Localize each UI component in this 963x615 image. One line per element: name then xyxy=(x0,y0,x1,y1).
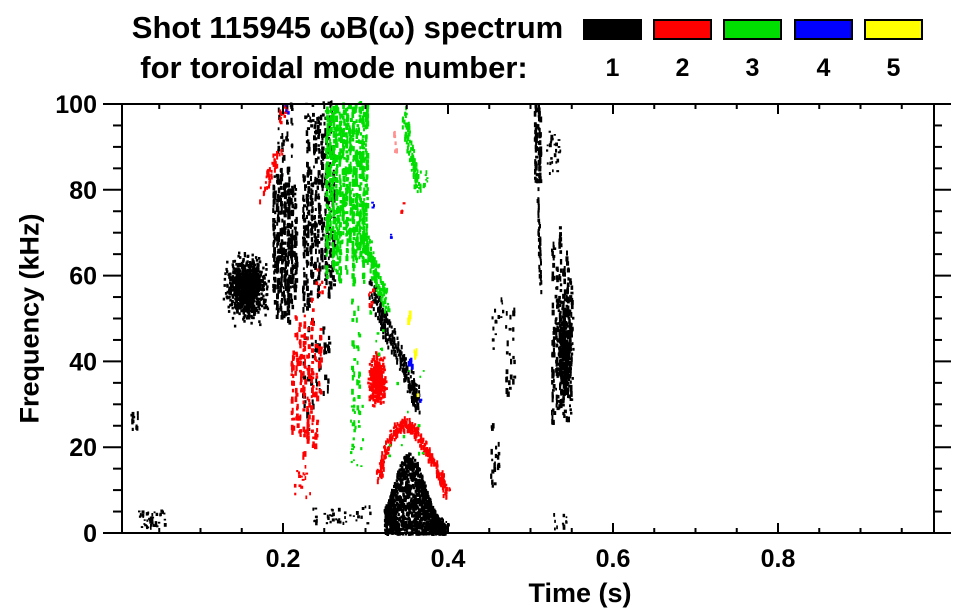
legend-mode-label-2: 2 xyxy=(675,54,690,82)
y-axis-label: Frequency (kHz) xyxy=(14,213,45,424)
y-tick-label: 0 xyxy=(83,520,97,548)
legend-mode-label-1: 1 xyxy=(605,54,620,82)
x-tick-label: 0.8 xyxy=(761,545,796,573)
series-mode-3 xyxy=(324,101,429,467)
y-tick-label: 100 xyxy=(55,91,97,119)
x-axis-label: Time (s) xyxy=(528,578,632,608)
legend-swatch-4 xyxy=(794,19,853,40)
series-mode-2 xyxy=(259,105,451,500)
x-tick-label: 0.4 xyxy=(431,545,466,573)
legend-mode-label-5: 5 xyxy=(886,54,901,82)
legend-swatch-1 xyxy=(583,19,642,40)
legend-mode-label-4: 4 xyxy=(816,54,831,82)
y-tick-label: 40 xyxy=(69,348,97,376)
legend: 1 2 3 4 5 xyxy=(583,19,945,85)
series-mode-1 xyxy=(130,100,575,536)
legend-swatch-5 xyxy=(864,19,923,40)
legend-mode-label-3: 3 xyxy=(745,54,760,82)
x-tick-label: 0.2 xyxy=(266,545,301,573)
legend-swatch-2 xyxy=(653,19,712,40)
x-tick-label: 0.6 xyxy=(596,545,631,573)
title-line-1: Shot 115945 ωB(ω) spectrum xyxy=(131,10,564,45)
y-tick-label: 80 xyxy=(69,177,97,205)
series-mode-5 xyxy=(407,310,420,398)
y-tick-label: 60 xyxy=(69,263,97,291)
y-tick-label: 20 xyxy=(69,434,97,462)
title-line-2: for toroidal mode number: xyxy=(140,50,528,85)
series-mode-4 xyxy=(284,104,423,403)
legend-swatch-3 xyxy=(723,19,782,40)
